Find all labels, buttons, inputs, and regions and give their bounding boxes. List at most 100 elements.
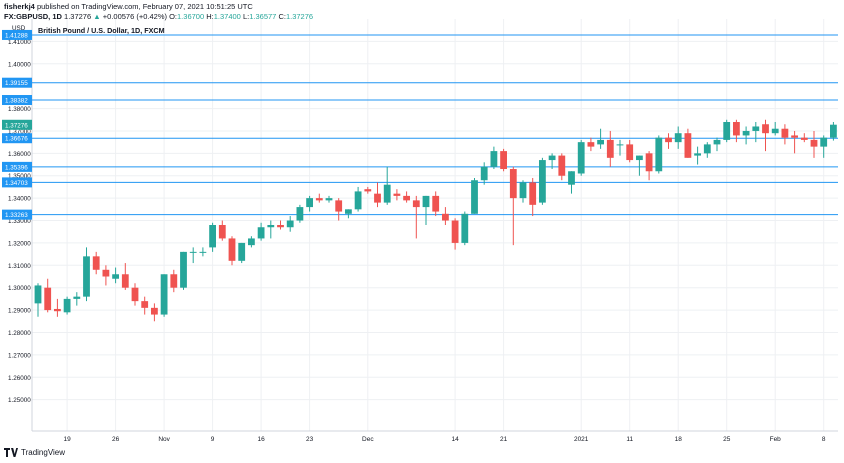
candle-body bbox=[674, 133, 682, 143]
y-tick-label: 1.34000 bbox=[8, 196, 31, 203]
candle-body bbox=[800, 137, 808, 140]
level-price-tag bbox=[2, 95, 32, 106]
y-tick-label: 1.41000 bbox=[8, 39, 31, 46]
candle-body bbox=[354, 191, 362, 210]
candle-body bbox=[597, 139, 604, 145]
level-price-tag bbox=[2, 161, 32, 172]
level-price-tag bbox=[2, 77, 32, 88]
price-change: +0.00576 (+0.42%) bbox=[102, 12, 167, 21]
level-price-label: 1.39155 bbox=[5, 80, 28, 87]
candle-body bbox=[752, 126, 760, 131]
candle-body bbox=[296, 207, 304, 221]
y-tick-label: 1.37000 bbox=[8, 128, 31, 135]
candle-body bbox=[694, 153, 701, 156]
publish-info: published on TradingView.com, February 0… bbox=[36, 2, 253, 11]
x-tick-label: 11 bbox=[626, 436, 633, 443]
candle-body bbox=[345, 209, 352, 214]
candle-body bbox=[820, 137, 828, 147]
candle-body bbox=[791, 135, 798, 138]
candle-body bbox=[248, 238, 255, 246]
y-tick-label: 1.25000 bbox=[8, 397, 31, 404]
candle-body bbox=[335, 200, 343, 212]
candle-body bbox=[548, 155, 556, 161]
candle-body bbox=[451, 220, 459, 243]
candle-body bbox=[412, 200, 420, 208]
candle-body bbox=[771, 128, 779, 134]
candle-body bbox=[461, 213, 469, 243]
candle-body bbox=[616, 144, 624, 146]
candle-body bbox=[577, 142, 585, 174]
candle-body bbox=[539, 160, 546, 203]
publish-line: fisherkj4 published on TradingView.com, … bbox=[4, 2, 313, 12]
level-price-tag bbox=[2, 133, 32, 144]
y-tick-label: 1.32000 bbox=[8, 240, 31, 247]
candle-body bbox=[228, 238, 236, 261]
y-tick-label: 1.28000 bbox=[8, 330, 31, 337]
y-tick-label: 1.31000 bbox=[8, 263, 31, 270]
candle-body bbox=[102, 269, 110, 277]
x-tick-label: 23 bbox=[306, 436, 314, 443]
candle-body bbox=[713, 139, 721, 145]
y-tick-label: 1.35000 bbox=[8, 173, 31, 180]
author-name[interactable]: fisherkj4 bbox=[4, 2, 35, 11]
y-tick-label: 1.40000 bbox=[8, 61, 31, 68]
candle-body bbox=[44, 287, 52, 311]
close-value: 1.37276 bbox=[285, 12, 314, 21]
y-tick-label: 1.33000 bbox=[8, 218, 31, 225]
candle-body bbox=[121, 274, 129, 288]
candle-body bbox=[781, 128, 789, 138]
candle-body bbox=[519, 182, 527, 199]
candle-body bbox=[73, 296, 81, 299]
x-tick-label: 2021 bbox=[574, 436, 589, 443]
x-tick-label: 26 bbox=[112, 436, 120, 443]
candle-body bbox=[626, 144, 634, 161]
x-tick-label: 8 bbox=[822, 436, 826, 443]
last-price-tag bbox=[2, 119, 32, 130]
candle-body bbox=[267, 225, 275, 228]
level-price-label: 1.35396 bbox=[5, 164, 28, 171]
candlestick-chart[interactable]: 1.25000 1.26000 1.27000 1.28000 1.29000 1.300… bbox=[0, 19, 844, 447]
candle-body bbox=[733, 122, 740, 136]
candle-body bbox=[364, 189, 372, 192]
candle-body bbox=[587, 142, 595, 147]
level-price-label: 1.41288 bbox=[5, 32, 28, 39]
x-tick-label: Nov bbox=[158, 436, 170, 443]
candle-body bbox=[325, 198, 333, 201]
chart-area[interactable]: 1.25000 1.26000 1.27000 1.28000 1.29000 1.300… bbox=[0, 19, 844, 447]
candle-body bbox=[432, 195, 440, 212]
candle-body bbox=[112, 274, 119, 279]
y-tick-label: 1.26000 bbox=[8, 375, 31, 382]
candle-body bbox=[645, 153, 653, 172]
level-price-label: 1.34703 bbox=[5, 180, 28, 187]
up-arrow-icon: ▲ bbox=[93, 12, 101, 21]
high-value: 1.37400 bbox=[213, 12, 241, 21]
y-tick-label: 1.36000 bbox=[8, 151, 31, 158]
y-tick-label: 1.38000 bbox=[8, 106, 31, 113]
candle-body bbox=[655, 137, 663, 172]
x-tick-label: 14 bbox=[451, 436, 459, 443]
low-label: L: bbox=[242, 12, 250, 21]
brand-name[interactable]: TradingView bbox=[21, 448, 66, 457]
candle-body bbox=[34, 285, 42, 304]
candle-body bbox=[92, 256, 100, 270]
candle-body bbox=[141, 301, 149, 308]
candle-body bbox=[636, 155, 643, 161]
candle-body bbox=[277, 225, 284, 228]
candle-body bbox=[131, 287, 139, 302]
candle-body bbox=[403, 195, 410, 201]
candle-body bbox=[665, 137, 672, 143]
candle-body bbox=[558, 155, 566, 176]
candle-body bbox=[529, 182, 537, 205]
candle-body bbox=[63, 298, 71, 313]
candle-body bbox=[442, 213, 449, 221]
candle-body bbox=[151, 307, 158, 315]
x-tick-label: 18 bbox=[675, 436, 683, 443]
open-label: O: bbox=[169, 12, 178, 21]
candle-body bbox=[218, 225, 226, 239]
symbol-line: FX:GBPUSD, 1D 1.37276 ▲ +0.00576 (+0.42%… bbox=[4, 12, 313, 22]
candle-body bbox=[83, 256, 90, 297]
tradingview-logo-icon bbox=[4, 448, 18, 457]
candle-body bbox=[209, 225, 216, 248]
candle-body bbox=[568, 171, 575, 185]
candle-body bbox=[762, 124, 769, 134]
